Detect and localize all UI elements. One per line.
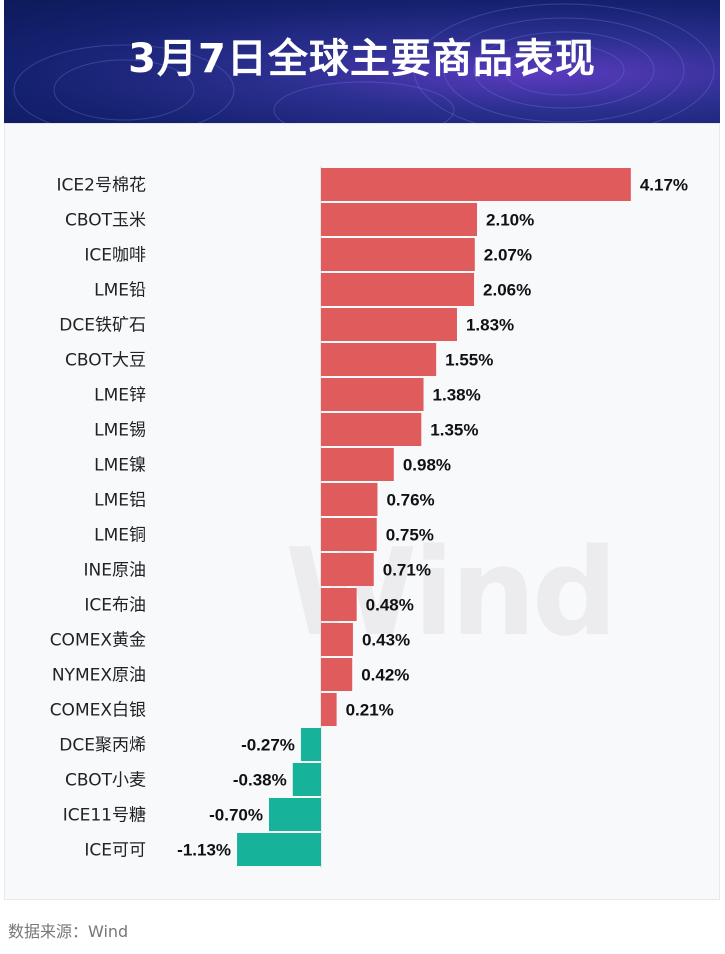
category-label-18: CBOT小麦	[65, 771, 146, 791]
bar-4	[321, 273, 475, 306]
category-label-6: CBOT大豆	[65, 351, 146, 371]
page-title: 3月7日全球主要商品表现	[128, 36, 596, 82]
bar-13	[321, 588, 357, 621]
bar-11	[321, 518, 377, 551]
value-label-20: -1.13%	[177, 841, 231, 860]
category-label-16: COMEX白银	[50, 701, 146, 721]
bar-12	[321, 553, 374, 586]
bar-16	[321, 693, 337, 726]
category-label-8: LME锡	[94, 421, 146, 441]
header-banner: 3月7日全球主要商品表现	[4, 0, 720, 123]
value-label-13: 0.48%	[366, 596, 414, 615]
value-label-17: -0.27%	[241, 736, 295, 755]
bar-15	[321, 658, 353, 691]
bar-18	[292, 763, 321, 796]
bar-7	[321, 378, 424, 411]
value-label-11: 0.75%	[386, 526, 434, 545]
banner-contour-decoration	[13, 3, 715, 123]
category-label-20: ICE可可	[84, 841, 146, 861]
bar-8	[321, 413, 422, 446]
value-label-7: 1.38%	[433, 386, 481, 405]
bar-2	[321, 203, 478, 236]
value-label-19: -0.70%	[209, 806, 263, 825]
bar-17	[300, 728, 321, 761]
value-label-4: 2.06%	[483, 281, 531, 300]
bar-19	[268, 798, 321, 831]
category-label-13: ICE布油	[84, 596, 146, 616]
category-label-19: ICE11号糖	[63, 806, 146, 826]
value-label-15: 0.42%	[361, 666, 409, 685]
bar-6	[321, 343, 437, 376]
value-label-18: -0.38%	[233, 771, 287, 790]
value-label-9: 0.98%	[403, 456, 451, 475]
source-note: 数据来源：Wind	[8, 922, 129, 941]
value-label-14: 0.43%	[362, 631, 410, 650]
category-label-17: DCE聚丙烯	[59, 736, 146, 756]
value-label-16: 0.21%	[346, 701, 394, 720]
value-label-2: 2.10%	[486, 211, 534, 230]
bar-9	[321, 448, 394, 481]
category-label-4: LME铅	[94, 281, 146, 301]
value-label-1: 4.17%	[640, 176, 688, 195]
category-label-1: ICE2号棉花	[57, 176, 146, 196]
value-label-6: 1.55%	[445, 351, 493, 370]
category-label-3: ICE咖啡	[84, 246, 146, 266]
value-label-12: 0.71%	[383, 561, 431, 580]
bar-20	[237, 833, 321, 866]
category-label-14: COMEX黄金	[50, 631, 146, 651]
value-label-8: 1.35%	[430, 421, 478, 440]
category-label-2: CBOT玉米	[65, 211, 146, 231]
category-label-15: NYMEX原油	[52, 666, 146, 686]
bar-14	[321, 623, 353, 656]
value-label-5: 1.83%	[466, 316, 514, 335]
bar-3	[321, 238, 475, 271]
category-label-9: LME镍	[94, 456, 146, 476]
value-label-10: 0.76%	[386, 491, 434, 510]
bar-1	[321, 168, 631, 201]
category-label-5: DCE铁矿石	[59, 316, 146, 336]
bar-10	[321, 483, 378, 516]
value-label-3: 2.07%	[484, 246, 532, 265]
category-label-12: INE原油	[84, 561, 146, 581]
bar-5	[321, 308, 457, 341]
category-label-7: LME锌	[94, 386, 146, 406]
category-label-10: LME铝	[94, 491, 146, 511]
category-label-11: LME铜	[94, 526, 146, 546]
